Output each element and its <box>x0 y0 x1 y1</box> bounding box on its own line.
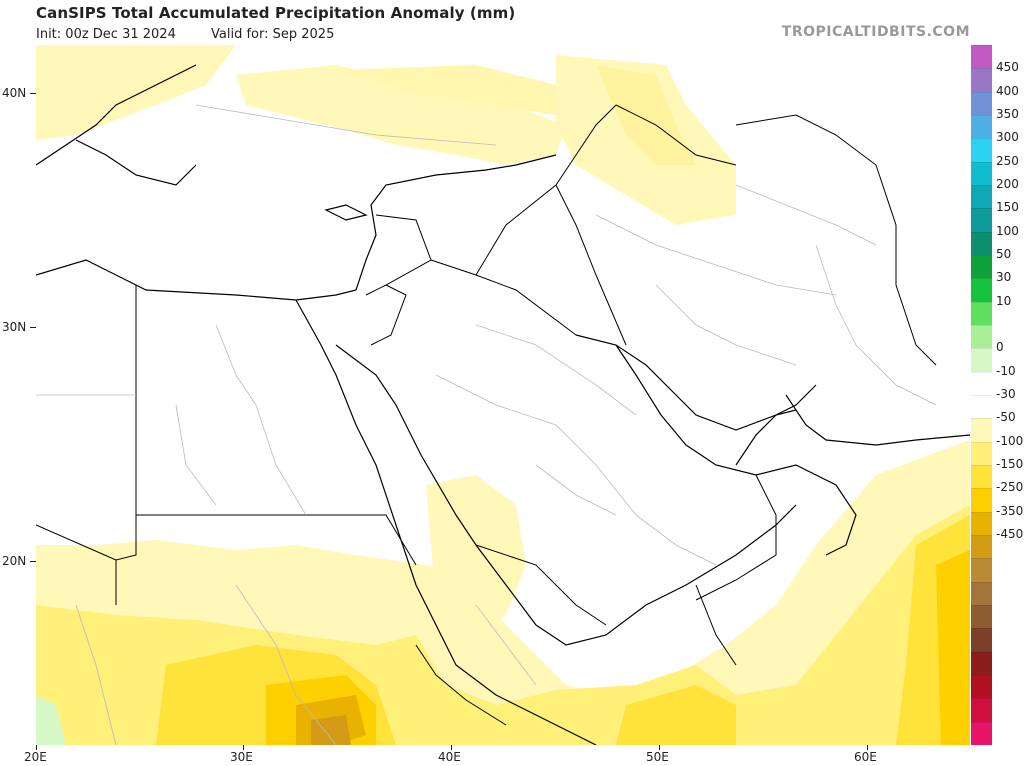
colorbar-swatch <box>971 628 992 653</box>
colorbar-swatch <box>971 721 992 746</box>
lat-tick <box>30 561 36 562</box>
colorbar-swatch <box>971 465 992 489</box>
lat-label-20n: 20N <box>2 554 27 568</box>
lon-tick <box>867 745 868 750</box>
colorbar-label: -350 <box>996 503 1024 518</box>
colorbar-label: 100 <box>996 223 1019 238</box>
colorbar-label: 400 <box>996 83 1019 98</box>
colorbar-swatch <box>971 651 992 676</box>
colorbar-label: 300 <box>996 130 1019 145</box>
lat-tick <box>30 327 36 328</box>
lat-tick <box>30 93 36 94</box>
colorbar-swatch <box>971 255 992 279</box>
colorbar-label: 350 <box>996 107 1019 121</box>
lon-label-30e: 30E <box>230 750 253 764</box>
lon-tick <box>36 745 37 750</box>
lon-label-40e: 40E <box>438 750 461 764</box>
colorbar-swatch <box>971 208 992 233</box>
colorbar-swatch <box>971 488 992 513</box>
colorbar-swatch <box>971 675 992 699</box>
map-canvas <box>36 45 970 745</box>
colorbar-swatch <box>971 278 992 303</box>
colorbar-swatch <box>971 348 992 373</box>
chart-title: CanSIPS Total Accumulated Precipitation … <box>36 4 516 22</box>
colorbar-label: 30 <box>996 270 1012 285</box>
colorbar-swatch <box>971 68 992 93</box>
colorbar-label: -450 <box>996 527 1024 541</box>
colorbar-swatch <box>971 185 992 209</box>
colorbar-label: -30 <box>996 387 1016 401</box>
colorbar-swatch <box>971 45 992 69</box>
colorbar-label: 0 <box>996 340 1004 355</box>
lon-label-50e: 50E <box>646 750 669 764</box>
colorbar-label: -250 <box>996 480 1024 495</box>
colorbar-swatch <box>971 558 992 583</box>
colorbar-swatch <box>971 418 992 443</box>
colorbar-swatch <box>971 161 992 186</box>
colorbar-swatch <box>971 115 992 139</box>
colorbar-label: 200 <box>996 177 1019 191</box>
lon-label-60e: 60E <box>854 750 877 764</box>
lon-label-20e: 20E <box>24 750 47 764</box>
lat-label-40n: 40N <box>2 86 27 100</box>
lon-tick <box>451 745 452 750</box>
colorbar-swatch <box>971 395 992 419</box>
colorbar-swatch <box>971 325 992 349</box>
colorbar <box>971 45 992 746</box>
coastlines <box>36 64 970 745</box>
init-time: Init: 00z Dec 31 2024 <box>36 27 176 42</box>
anomaly-shading <box>36 45 970 745</box>
colorbar-swatch <box>971 605 992 629</box>
colorbar-swatch <box>971 535 992 559</box>
colorbar-label: 250 <box>996 153 1019 168</box>
colorbar-label: -100 <box>996 433 1024 448</box>
colorbar-label: -10 <box>996 363 1016 378</box>
valid-time: Valid for: Sep 2025 <box>211 27 335 42</box>
colorbar-swatch <box>971 231 992 256</box>
colorbar-swatch <box>971 511 992 536</box>
brand-watermark: TROPICALTIDBITS.COM <box>781 24 970 40</box>
colorbar-swatch <box>971 371 992 396</box>
colorbar-label: 450 <box>996 60 1019 75</box>
country-borders <box>36 104 937 726</box>
colorbar-label: 10 <box>996 293 1012 308</box>
colorbar-label: -150 <box>996 457 1024 471</box>
colorbar-label: 150 <box>996 200 1019 215</box>
colorbar-swatch <box>971 91 992 116</box>
colorbar-swatch <box>971 698 992 723</box>
lon-tick <box>243 745 244 750</box>
lat-label-30n: 30N <box>2 320 27 334</box>
colorbar-label: -50 <box>996 410 1016 425</box>
admin-boundaries <box>36 104 937 745</box>
colorbar-label: 50 <box>996 247 1012 261</box>
map-panel <box>36 45 970 745</box>
lon-tick <box>659 745 660 750</box>
colorbar-swatch <box>971 301 992 326</box>
colorbar-swatch <box>971 581 992 606</box>
colorbar-swatch <box>971 441 992 466</box>
colorbar-swatch <box>971 138 992 163</box>
